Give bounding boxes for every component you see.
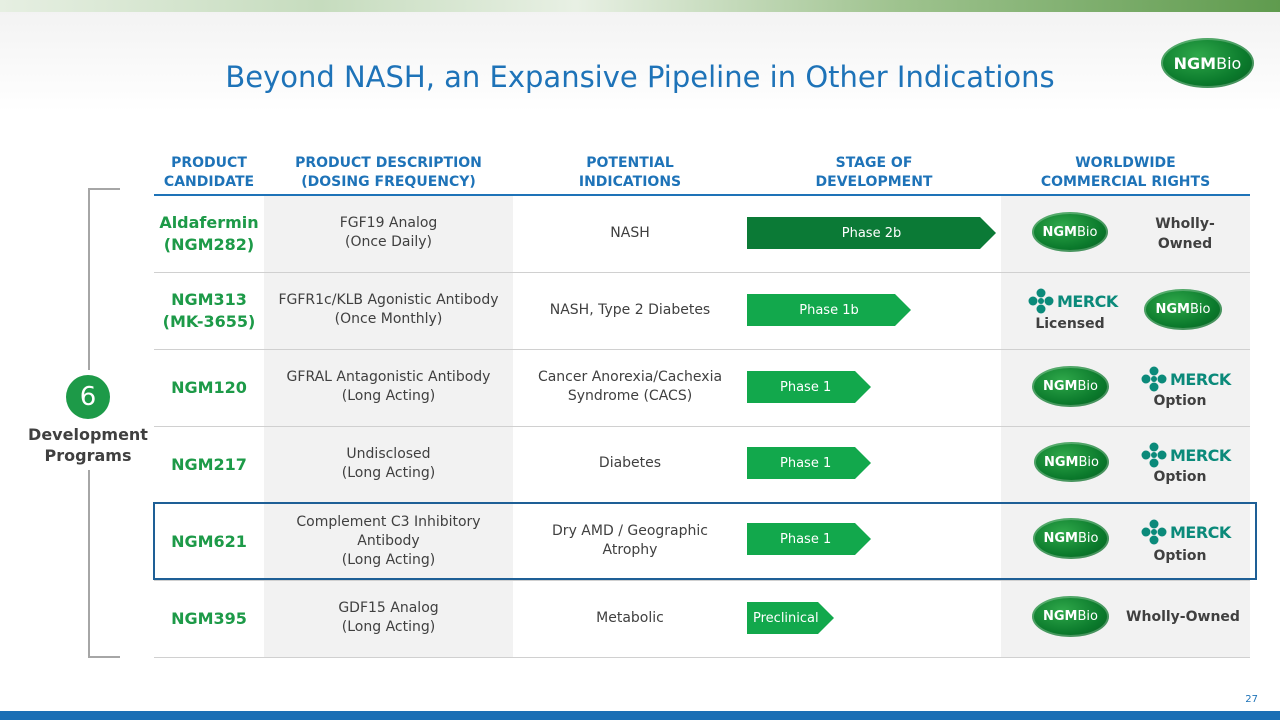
ngmbio-logo: NGM Bio <box>1032 366 1109 407</box>
merck-wordmark: MERCK <box>1170 522 1231 542</box>
ngmbio-logo: NGM Bio <box>1161 38 1254 88</box>
rights-text: Licensed <box>1035 316 1105 332</box>
rights-text: Wholly-Owned <box>1126 609 1240 625</box>
ngmbio-logo: NGM Bio <box>1032 212 1108 252</box>
merck-icon <box>1028 288 1054 314</box>
logo-ngm-text: NGM <box>1042 224 1078 240</box>
ngmbio-logo: NGM Bio <box>1032 596 1109 637</box>
logo-bio-text: Bio <box>1078 454 1099 470</box>
stage-label: Preclinical <box>753 610 819 626</box>
product-candidate: Aldafermin (NGM282) <box>159 213 259 254</box>
merck-icon <box>1141 519 1167 545</box>
ngmbio-logo: NGM Bio <box>1034 442 1109 482</box>
page-title: Beyond NASH, an Expansive Pipeline in Ot… <box>225 60 1055 94</box>
stage-arrow: Phase 1 <box>747 523 871 555</box>
logo-bio-text: Bio <box>1077 609 1098 624</box>
logo-ngm-text: NGM <box>1043 609 1078 624</box>
stage-arrow: Phase 2b <box>747 217 996 249</box>
logo-bio-text: Bio <box>1077 224 1098 240</box>
logo-bio-text: Bio <box>1078 531 1099 546</box>
merck-logo: MERCK <box>1028 288 1118 314</box>
ngmbio-logo: NGM Bio <box>1144 289 1222 330</box>
ngmbio-logo: NGM Bio <box>1033 518 1109 559</box>
header-background <box>0 12 1280 112</box>
logo-ngm-text: NGM <box>1043 379 1078 394</box>
header-product-candidate: PRODUCT CANDIDATE <box>163 155 255 190</box>
product-description: GFRAL Antagonistic Antibody (Long Acting… <box>286 369 491 404</box>
merck-logo: MERCK <box>1141 366 1231 392</box>
stage-label: Phase 2b <box>841 225 902 241</box>
product-candidate: NGM395 <box>171 609 247 628</box>
product-description: Complement C3 Inhibitory Antibody (Long … <box>296 514 481 568</box>
product-candidate: NGM621 <box>171 532 247 551</box>
merck-wordmark: MERCK <box>1170 445 1231 465</box>
rights-text: Option <box>1153 393 1207 409</box>
product-description: FGFR1c/KLB Agonistic Antibody (Once Mont… <box>278 292 499 327</box>
header-divider <box>154 194 1250 196</box>
stage-label: Phase 1b <box>799 302 859 318</box>
stage-arrow: Phase 1b <box>747 294 911 326</box>
page-number: 27 <box>1245 694 1258 705</box>
rights-text: Wholly- Owned <box>1155 216 1215 252</box>
potential-indication: Cancer Anorexia/Cachexia Syndrome (CACS) <box>537 369 723 404</box>
logo-bio-text: Bio <box>1190 302 1211 317</box>
merck-wordmark: MERCK <box>1057 291 1118 311</box>
potential-indication: NASH, Type 2 Diabetes <box>549 302 711 318</box>
rights-text: Option <box>1153 548 1207 564</box>
header-potential-indications: POTENTIAL INDICATIONS <box>578 155 682 190</box>
product-description: GDF15 Analog (Long Acting) <box>338 600 439 635</box>
potential-indication: Metabolic <box>596 610 664 626</box>
product-candidate: NGM120 <box>171 378 247 397</box>
logo-ngm-text: NGM <box>1044 454 1079 470</box>
header-commercial-rights: WORLDWIDE COMMERCIAL RIGHTS <box>1040 155 1211 190</box>
row-divider <box>154 580 1250 581</box>
highlighted-row-frame <box>153 502 1257 580</box>
product-description: Undisclosed (Long Acting) <box>341 446 436 481</box>
merck-logo: MERCK <box>1141 442 1231 468</box>
rights-text: Option <box>1153 469 1207 485</box>
stage-label: Phase 1 <box>780 531 832 547</box>
potential-indication: NASH <box>610 225 650 241</box>
row-divider <box>154 426 1250 427</box>
development-programs-label: Development Programs <box>28 425 148 465</box>
logo-bio-text: Bio <box>1077 379 1098 394</box>
logo-ngm-text: NGM <box>1155 302 1191 317</box>
potential-indication: Dry AMD / Geographic Atrophy <box>552 523 708 558</box>
row-divider <box>154 349 1250 350</box>
stage-arrow: Preclinical <box>747 602 834 634</box>
logo-ngm-text: NGM <box>1173 53 1217 73</box>
header-product-description: PRODUCT DESCRIPTION (DOSING FREQUENCY) <box>295 155 482 190</box>
stage-label: Phase 1 <box>780 379 832 395</box>
merck-wordmark: MERCK <box>1170 369 1231 389</box>
merck-icon <box>1141 366 1167 392</box>
product-candidate: NGM217 <box>171 455 247 474</box>
stage-arrow: Phase 1 <box>747 447 871 479</box>
logo-ngm-text: NGM <box>1043 531 1079 546</box>
row-divider <box>154 272 1250 273</box>
top-decorative-band <box>0 0 1280 12</box>
stage-label: Phase 1 <box>780 455 832 471</box>
product-description: FGF19 Analog (Once Daily) <box>339 215 438 250</box>
stage-arrow: Phase 1 <box>747 371 871 403</box>
logo-bio-text: Bio <box>1216 53 1242 73</box>
footer-bar <box>0 711 1280 720</box>
row-divider <box>154 657 1250 658</box>
merck-icon <box>1141 442 1167 468</box>
potential-indication: Diabetes <box>598 455 662 471</box>
header-stage-of-development: STAGE OF DEVELOPMENT <box>815 155 933 190</box>
merck-logo: MERCK <box>1141 519 1231 545</box>
product-candidate: NGM313 (MK-3655) <box>162 290 256 331</box>
program-count-badge: 6 <box>66 375 110 419</box>
